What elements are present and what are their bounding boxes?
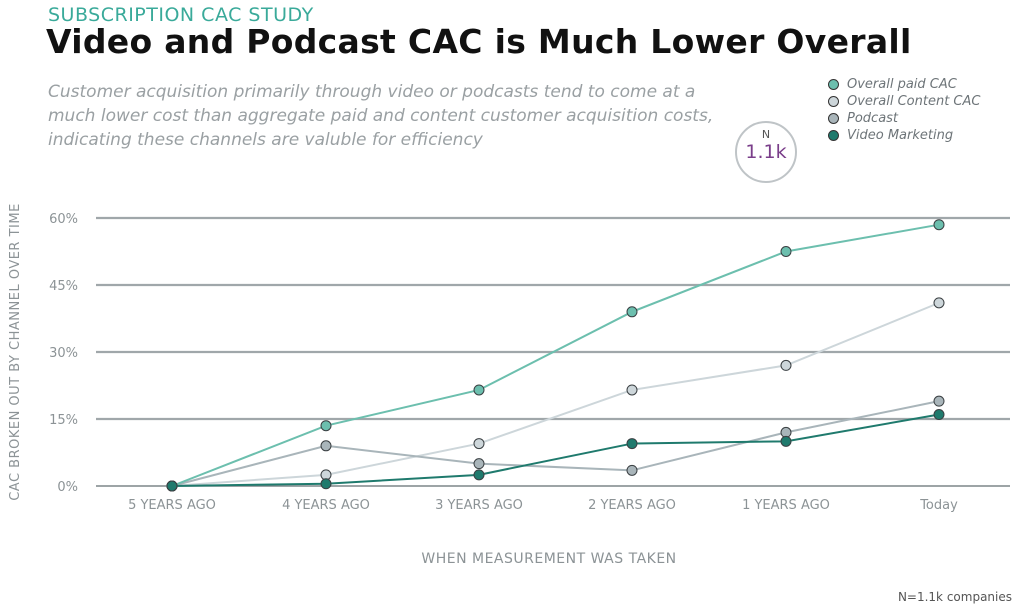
legend-entry: Overall Content CAC <box>828 93 980 109</box>
y-axis-label: CAC BROKEN OUT BY CHANNEL OVER TIME <box>8 203 23 501</box>
series-line <box>171 413 940 487</box>
data-point <box>626 306 638 318</box>
chart-legend: Overall paid CAC Overall Content CAC Podca… <box>828 76 980 144</box>
data-point <box>626 384 638 396</box>
y-tick-label: 15% <box>49 413 78 428</box>
x-tick-label: 4 YEARS AGO <box>282 498 370 513</box>
x-tick-label: 3 YEARS AGO <box>435 498 523 513</box>
data-point <box>933 297 945 309</box>
x-tick-label: Today <box>919 498 958 513</box>
legend-entry: Podcast <box>828 110 980 126</box>
data-point <box>780 435 792 447</box>
x-tick-label: 5 YEARS AGO <box>128 498 216 513</box>
data-point <box>166 480 178 492</box>
legend-label: Podcast <box>847 110 899 126</box>
x-tick-label: 2 YEARS AGO <box>588 498 676 513</box>
y-tick-label: 0% <box>57 480 78 495</box>
legend-swatch <box>828 129 839 141</box>
x-axis-label: WHEN MEASUREMENT WAS TAKEN <box>421 551 676 567</box>
data-point <box>320 440 332 452</box>
data-point <box>473 384 485 396</box>
x-tick-label: 1 YEARS AGO <box>742 498 830 513</box>
data-point <box>780 359 792 371</box>
data-point <box>933 409 945 421</box>
chart-title: Video and Podcast CAC is Much Lower Over… <box>46 22 912 61</box>
data-point <box>473 469 485 481</box>
data-point <box>320 478 332 490</box>
legend-label: Overall paid CAC <box>847 76 957 92</box>
data-point <box>933 219 945 231</box>
series-line <box>171 223 940 487</box>
data-point <box>626 464 638 476</box>
badge-value: 1.1k <box>745 141 787 163</box>
y-tick-label: 45% <box>49 279 78 294</box>
y-tick-label: 60% <box>49 212 78 227</box>
series-line <box>171 301 940 487</box>
sample-size-badge: N 1.1k <box>735 121 797 183</box>
source-note: N=1.1k companies <box>897 590 1012 604</box>
data-point <box>933 395 945 407</box>
chart-subtitle: Customer acquisition primarily through v… <box>48 82 714 150</box>
legend-swatch <box>828 95 839 107</box>
data-point <box>626 438 638 450</box>
legend-label: Overall Content CAC <box>847 93 981 109</box>
legend-swatch <box>828 78 839 90</box>
y-tick-label: 30% <box>49 346 78 361</box>
badge-label: N <box>761 128 771 141</box>
data-point <box>320 420 332 432</box>
chart-kicker: SUBSCRIPTION CAC STUDY <box>48 4 314 26</box>
data-point <box>473 438 485 450</box>
legend-entry: Overall paid CAC <box>828 76 980 92</box>
series-line <box>171 400 940 487</box>
data-point <box>473 458 485 470</box>
legend-entry: Video Marketing <box>828 127 980 143</box>
legend-swatch <box>828 112 839 124</box>
legend-label: Video Marketing <box>847 127 954 143</box>
data-point <box>780 246 792 257</box>
